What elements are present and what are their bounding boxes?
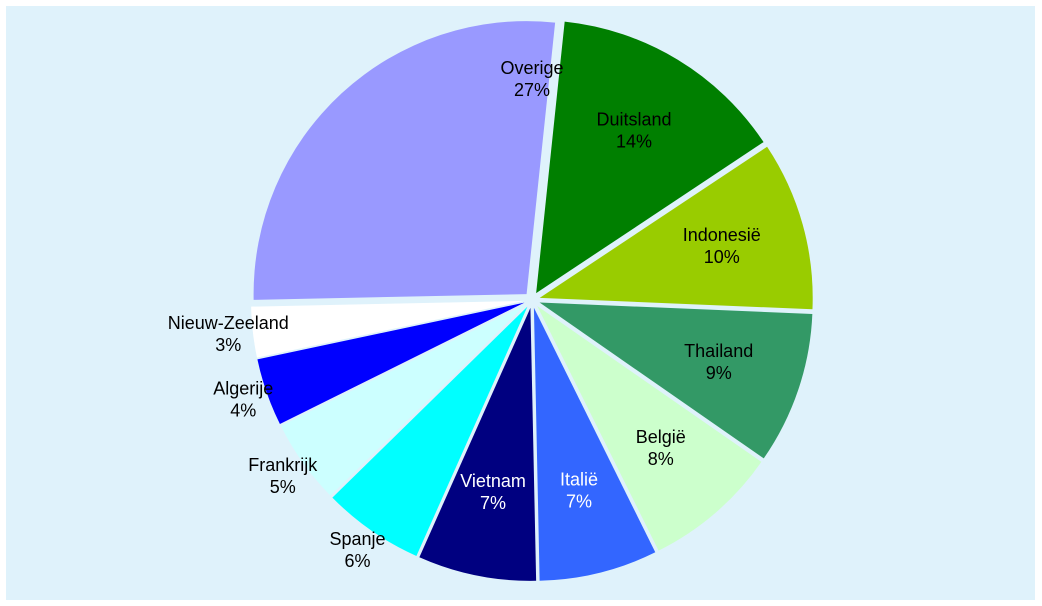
pie-slice-thailand (539, 302, 813, 459)
slice-name: Overige (500, 58, 563, 78)
slice-label-vietnam: Vietnam 7% (460, 471, 526, 513)
slice-percent: 6% (344, 551, 370, 571)
pie-labels: Duitsland 14% Indonesië 10% Thailand 9% België… (168, 58, 761, 571)
slice-label-nieuw-zeeland: Nieuw-Zeeland 3% (168, 313, 289, 355)
pie-slice-itali- (533, 307, 656, 581)
slice-name: Algerije (213, 379, 273, 399)
slice-name: Vietnam (460, 471, 526, 491)
pie-slice-nieuw-zeeland (251, 300, 525, 358)
slice-name: Thailand (684, 341, 753, 361)
slice-percent: 7% (566, 491, 592, 511)
slice-percent: 9% (706, 363, 732, 383)
slice-label-spanje: Spanje 6% (329, 529, 385, 571)
pie-slice-vietnam (419, 307, 537, 581)
slice-label-overige: Overige 27% (500, 58, 563, 100)
slice-name: Duitsland (597, 109, 672, 129)
pie-slice-overige (253, 21, 556, 300)
pie-slice-frankrijk (280, 304, 526, 496)
slice-label-itali-: Italië 7% (560, 469, 598, 511)
slice-name: Frankrijk (248, 455, 318, 475)
slice-label-indonesi-: Indonesië 10% (683, 225, 761, 267)
pie-slice-belgi- (537, 306, 762, 551)
pie-slice-duitsland (536, 21, 764, 294)
slice-percent: 5% (270, 477, 296, 497)
slice-name: België (636, 427, 686, 447)
slice-percent: 4% (230, 401, 256, 421)
slice-label-belgi-: België 8% (636, 427, 686, 469)
slice-percent: 10% (704, 247, 740, 267)
slice-percent: 27% (514, 80, 550, 100)
pie-slices (251, 21, 813, 581)
pie-slice-spanje (332, 306, 528, 556)
slice-percent: 14% (616, 131, 652, 151)
pie-slice-indonesi- (539, 146, 813, 310)
slice-percent: 3% (215, 335, 241, 355)
slice-name: Indonesië (683, 225, 761, 245)
slice-percent: 7% (480, 493, 506, 513)
slice-name: Nieuw-Zeeland (168, 313, 289, 333)
slice-percent: 8% (648, 449, 674, 469)
slice-label-duitsland: Duitsland 14% (597, 109, 672, 151)
slice-name: Italië (560, 469, 598, 489)
slice-label-algerije: Algerije 4% (213, 379, 273, 421)
pie-slice-algerije (257, 302, 525, 425)
slice-label-thailand: Thailand 9% (684, 341, 753, 383)
slice-label-frankrijk: Frankrijk 5% (248, 455, 318, 497)
slice-name: Spanje (329, 529, 385, 549)
